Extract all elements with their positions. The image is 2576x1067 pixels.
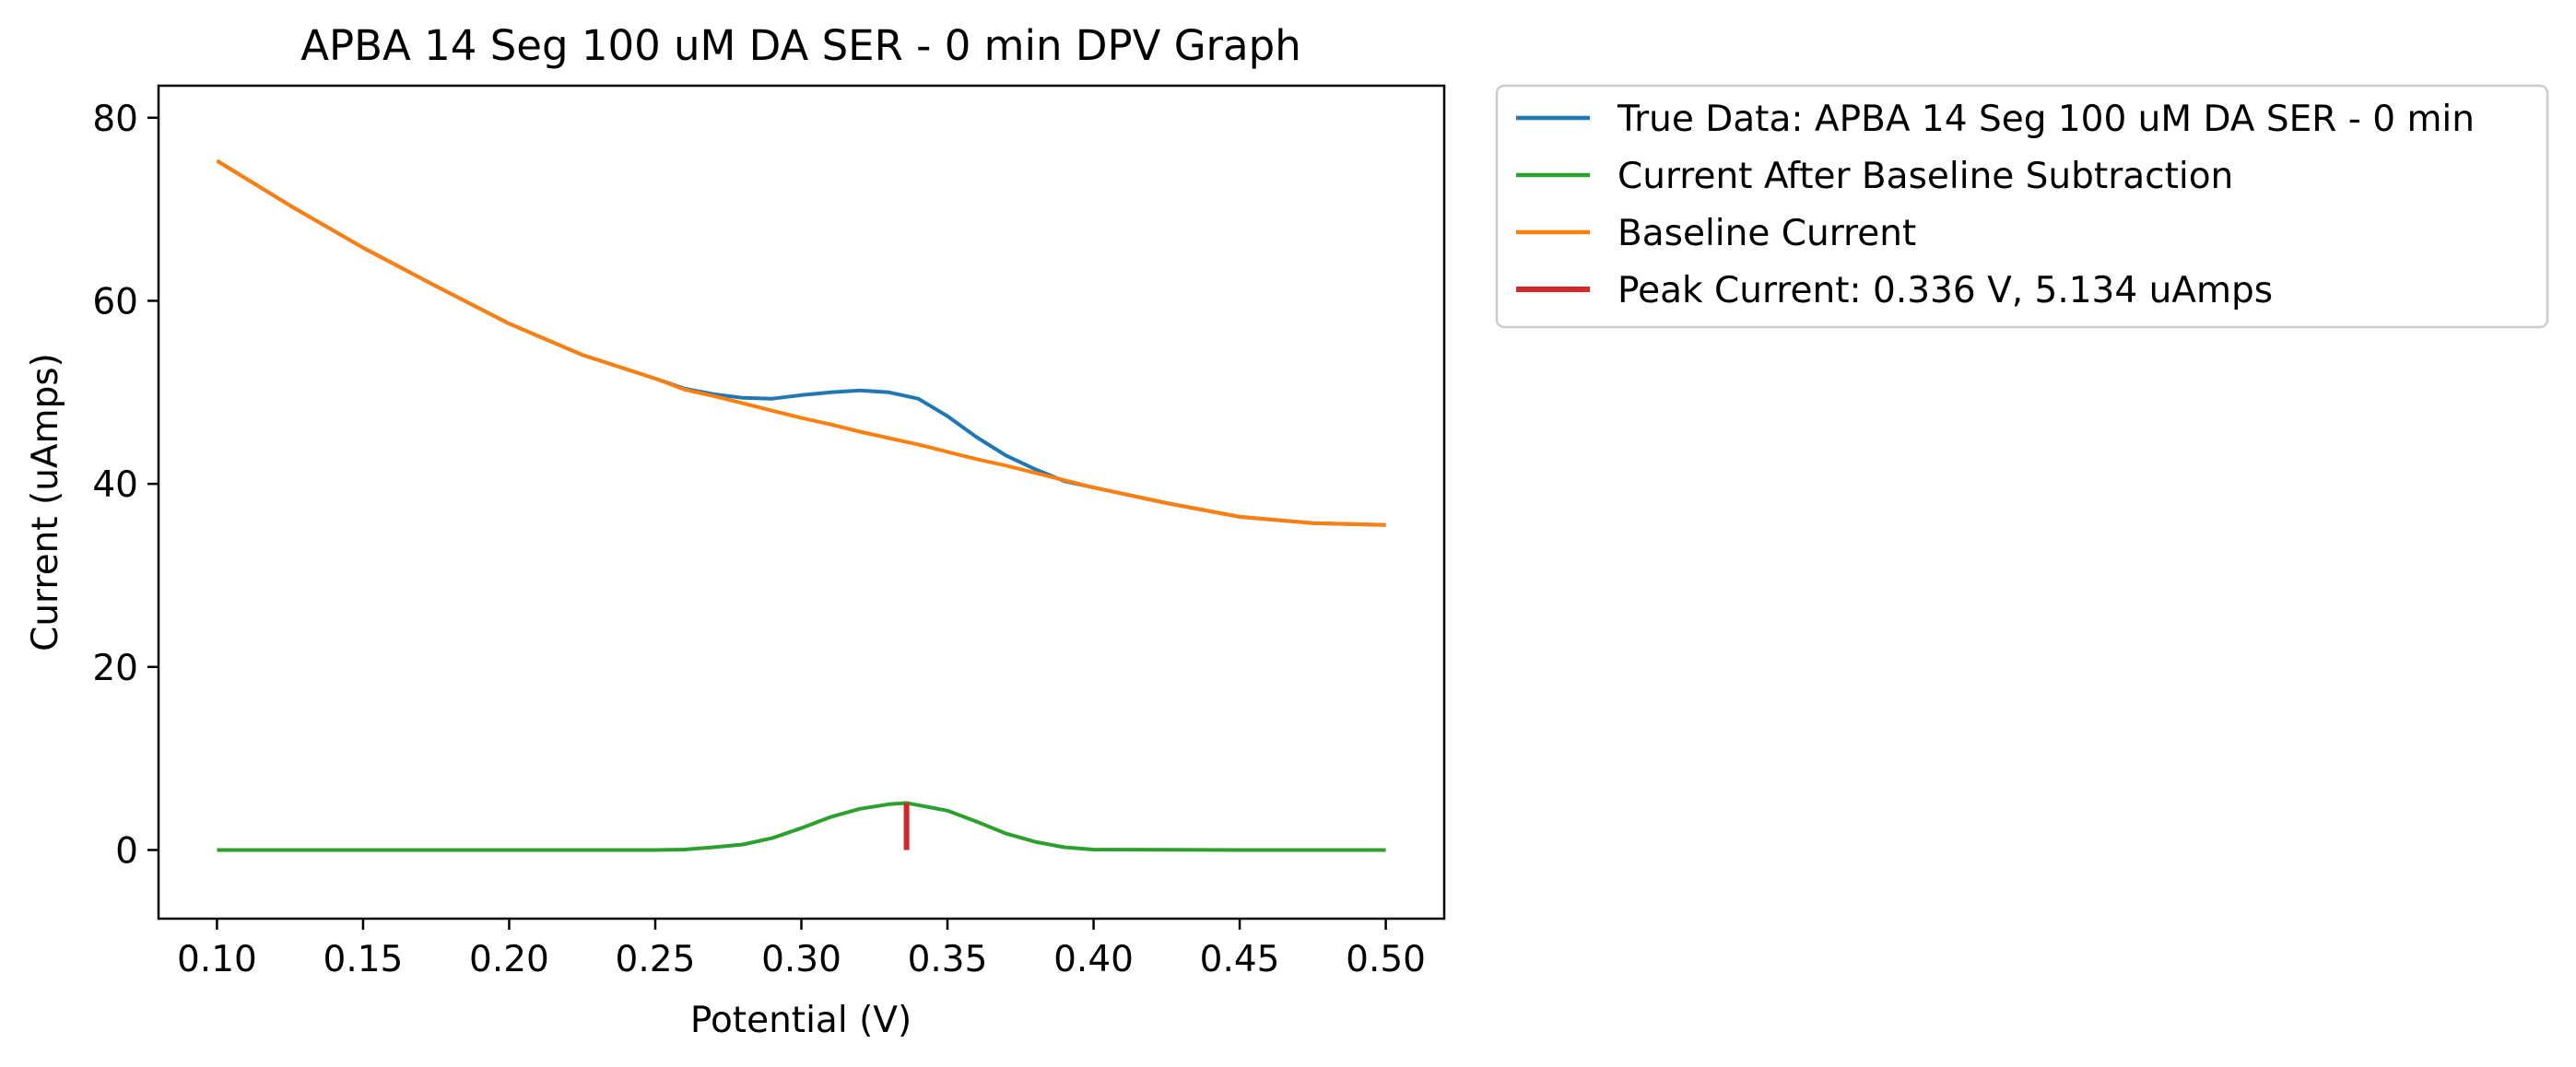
y-ticks: 0 20 40 60 80 (92, 99, 159, 872)
series-line-2 (216, 158, 1386, 527)
x-tick-label: 0.15 (323, 939, 404, 980)
x-tick-label: 0.45 (1200, 939, 1280, 980)
legend-label: Peak Current: 0.336 V, 5.134 uAmps (1617, 270, 2273, 311)
x-tick-label: 0.30 (761, 939, 841, 980)
x-ticks: 0.10 0.15 0.20 0.25 0.30 0.35 0.40 0.45 0.50 (177, 919, 1426, 980)
legend-label: Current After Baseline Subtraction (1617, 156, 2233, 197)
series-layer (216, 158, 1386, 852)
legend-label: True Data: APBA 14 Seg 100 uM DA SER - 0… (1617, 99, 2475, 140)
chart-title: APBA 14 Seg 100 uM DA SER - 0 min DPV Gr… (300, 21, 1300, 70)
y-axis-label: Current (uAmps) (25, 353, 66, 651)
x-tick-label: 0.35 (908, 939, 988, 980)
legend: True Data: APBA 14 Seg 100 uM DA SER - 0… (1495, 84, 2549, 329)
x-tick-label: 0.25 (616, 939, 696, 980)
x-tick-label: 0.10 (177, 939, 257, 980)
series-line-1 (217, 801, 1386, 852)
x-tick-label: 0.40 (1053, 939, 1134, 980)
y-tick-label: 20 (92, 648, 138, 689)
y-tick-label: 80 (92, 99, 138, 140)
x-tick-label: 0.50 (1346, 939, 1426, 980)
x-tick-label: 0.20 (469, 939, 549, 980)
legend-label: Baseline Current (1617, 213, 1916, 254)
y-tick-label: 0 (115, 830, 138, 872)
legend-entries: True Data: APBA 14 Seg 100 uM DA SER - 0… (1516, 99, 2475, 311)
y-tick-label: 40 (92, 464, 138, 506)
y-tick-label: 60 (92, 281, 138, 322)
legend-frame (1495, 84, 2549, 329)
x-axis-label: Potential (V) (690, 1000, 912, 1041)
